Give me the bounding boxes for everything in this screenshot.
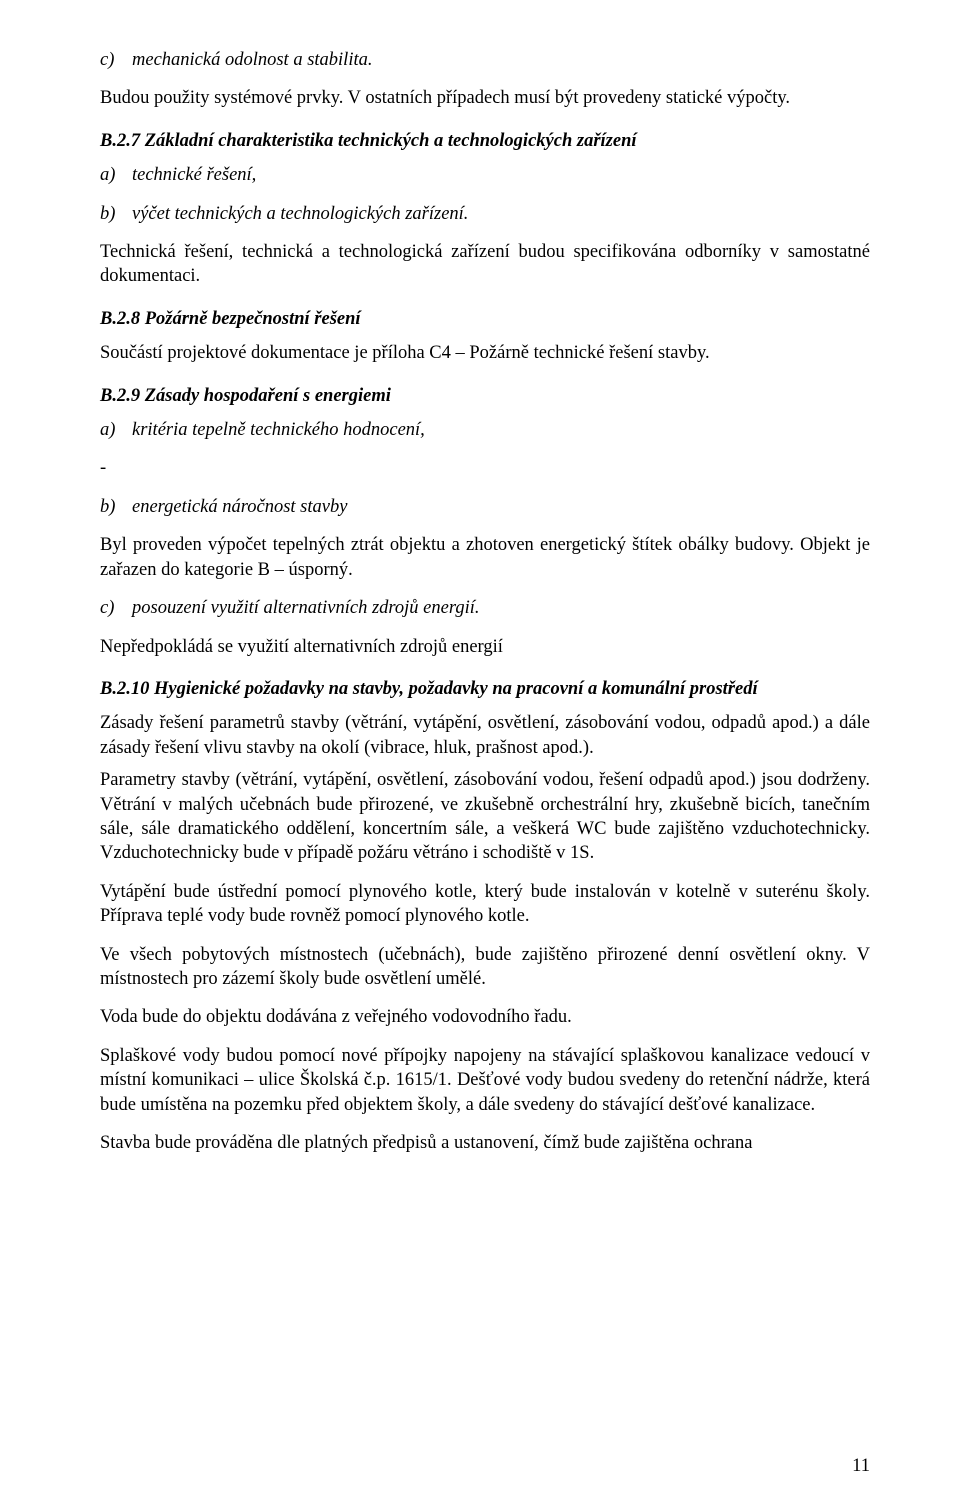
page-number: 11 xyxy=(852,1454,870,1478)
heading-b28: B.2.8 Požárně bezpečnostní řešení xyxy=(100,307,870,331)
list-content: technické řešení, xyxy=(132,163,870,187)
paragraph: Ve všech pobytových místnostech (učebnác… xyxy=(100,943,870,992)
list-content: energetická náročnost stavby xyxy=(132,495,870,519)
list-marker: a) xyxy=(100,418,132,442)
list-item-b27a: a) technické řešení, xyxy=(100,163,870,187)
paragraph: Nepředpokládá se využití alternativních … xyxy=(100,635,870,659)
paragraph: Budou použity systémové prvky. V ostatní… xyxy=(100,86,870,110)
list-item-c: c) mechanická odolnost a stabilita. xyxy=(100,48,870,72)
dash-line: - xyxy=(100,456,870,480)
list-content: kritéria tepelně technického hodnocení, xyxy=(132,418,870,442)
list-marker: c) xyxy=(100,596,132,620)
list-content: výčet technických a technologických zaří… xyxy=(132,202,870,226)
heading-b29: B.2.9 Zásady hospodaření s energiemi xyxy=(100,384,870,408)
paragraph: Technická řešení, technická a technologi… xyxy=(100,240,870,289)
paragraph: Vytápění bude ústřední pomocí plynového … xyxy=(100,880,870,929)
paragraph: Byl proveden výpočet tepelných ztrát obj… xyxy=(100,533,870,582)
list-item-b29a: a) kritéria tepelně technického hodnocen… xyxy=(100,418,870,442)
list-item-b27b: b) výčet technických a technologických z… xyxy=(100,202,870,226)
paragraph: Splaškové vody budou pomocí nové přípojk… xyxy=(100,1044,870,1117)
list-item-b29c: c) posouzení využití alternativních zdro… xyxy=(100,596,870,620)
document-page: c) mechanická odolnost a stabilita. Budo… xyxy=(0,0,960,1508)
paragraph: Voda bude do objektu dodávána z veřejnéh… xyxy=(100,1005,870,1029)
heading-b210: B.2.10 Hygienické požadavky na stavby, p… xyxy=(100,677,870,701)
list-item-b29b: b) energetická náročnost stavby xyxy=(100,495,870,519)
paragraph: Parametry stavby (větrání, vytápění, osv… xyxy=(100,768,870,866)
list-marker: c) xyxy=(100,48,132,72)
list-marker: b) xyxy=(100,495,132,519)
list-content: posouzení využití alternativních zdrojů … xyxy=(132,596,870,620)
list-marker: a) xyxy=(100,163,132,187)
paragraph: Stavba bude prováděna dle platných předp… xyxy=(100,1131,870,1155)
paragraph: Zásady řešení parametrů stavby (větrání,… xyxy=(100,711,870,760)
paragraph: Součástí projektové dokumentace je přílo… xyxy=(100,341,870,365)
list-content: mechanická odolnost a stabilita. xyxy=(132,48,870,72)
list-marker: b) xyxy=(100,202,132,226)
heading-b27: B.2.7 Základní charakteristika technický… xyxy=(100,129,870,153)
